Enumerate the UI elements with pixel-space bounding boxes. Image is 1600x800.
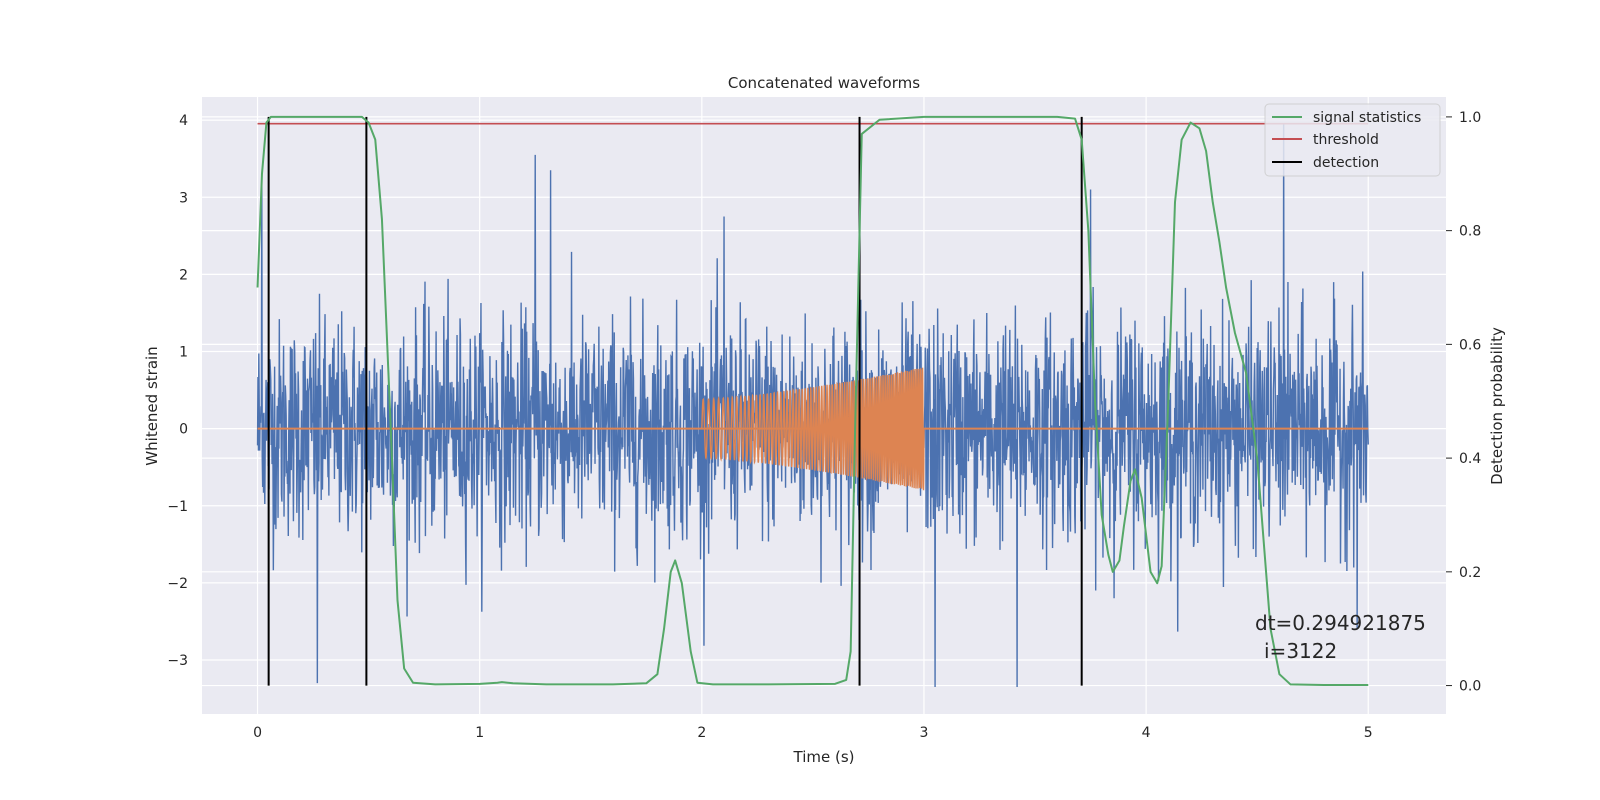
x-tick-label: 3 — [920, 725, 929, 741]
legend-label-threshold: threshold — [1313, 132, 1379, 148]
y-tick-label: 0 — [179, 422, 188, 438]
x-axis-ticks: 0 1 2 3 4 5 — [253, 725, 1373, 741]
legend-box — [1264, 103, 1441, 177]
x-tick-label: 5 — [1364, 725, 1373, 741]
series-layer — [256, 115, 1369, 688]
x-axis-label: Time (s) — [793, 748, 855, 766]
x-tick-label: 2 — [697, 725, 706, 741]
y-tick-label: −3 — [167, 653, 188, 669]
legend: signal statistics threshold detection — [1264, 103, 1441, 177]
y-tick-label: −2 — [167, 576, 188, 592]
annotation-index: i=3122 — [1264, 639, 1337, 663]
series-chirp — [701, 367, 925, 491]
annotation-dt: dt=0.294921875 — [1255, 611, 1426, 635]
legend-label-signal-statistics: signal statistics — [1313, 110, 1421, 126]
y-right-tick-label: 0.0 — [1459, 679, 1481, 695]
series-signal-statistics — [256, 115, 1369, 686]
x-tick-label: 4 — [1142, 725, 1151, 741]
y-axis-right-label: Detection probability — [1488, 327, 1506, 485]
y-right-tick-label: 0.6 — [1459, 337, 1481, 353]
y-right-tick-label: 1.0 — [1459, 110, 1481, 126]
y-tick-label: 4 — [179, 113, 188, 129]
y-axis-right-ticks: 0.0 0.2 0.4 0.6 0.8 1.0 — [1446, 110, 1481, 695]
y-tick-label: 1 — [179, 345, 188, 361]
y-axis-left-ticks: −3 −2 −1 0 1 2 3 4 — [167, 113, 188, 669]
y-axis-label: Whitened strain — [143, 346, 161, 465]
chart-title: Concatenated waveforms — [728, 74, 920, 92]
legend-label-detection: detection — [1313, 155, 1379, 171]
y-tick-label: −1 — [167, 499, 188, 515]
y-right-tick-label: 0.4 — [1459, 451, 1481, 467]
y-tick-label: 3 — [179, 190, 188, 206]
x-tick-label: 1 — [475, 725, 484, 741]
y-right-tick-label: 0.8 — [1459, 224, 1481, 240]
y-right-tick-label: 0.2 — [1459, 565, 1481, 581]
x-tick-label: 0 — [253, 725, 262, 741]
y-tick-label: 2 — [179, 267, 188, 283]
